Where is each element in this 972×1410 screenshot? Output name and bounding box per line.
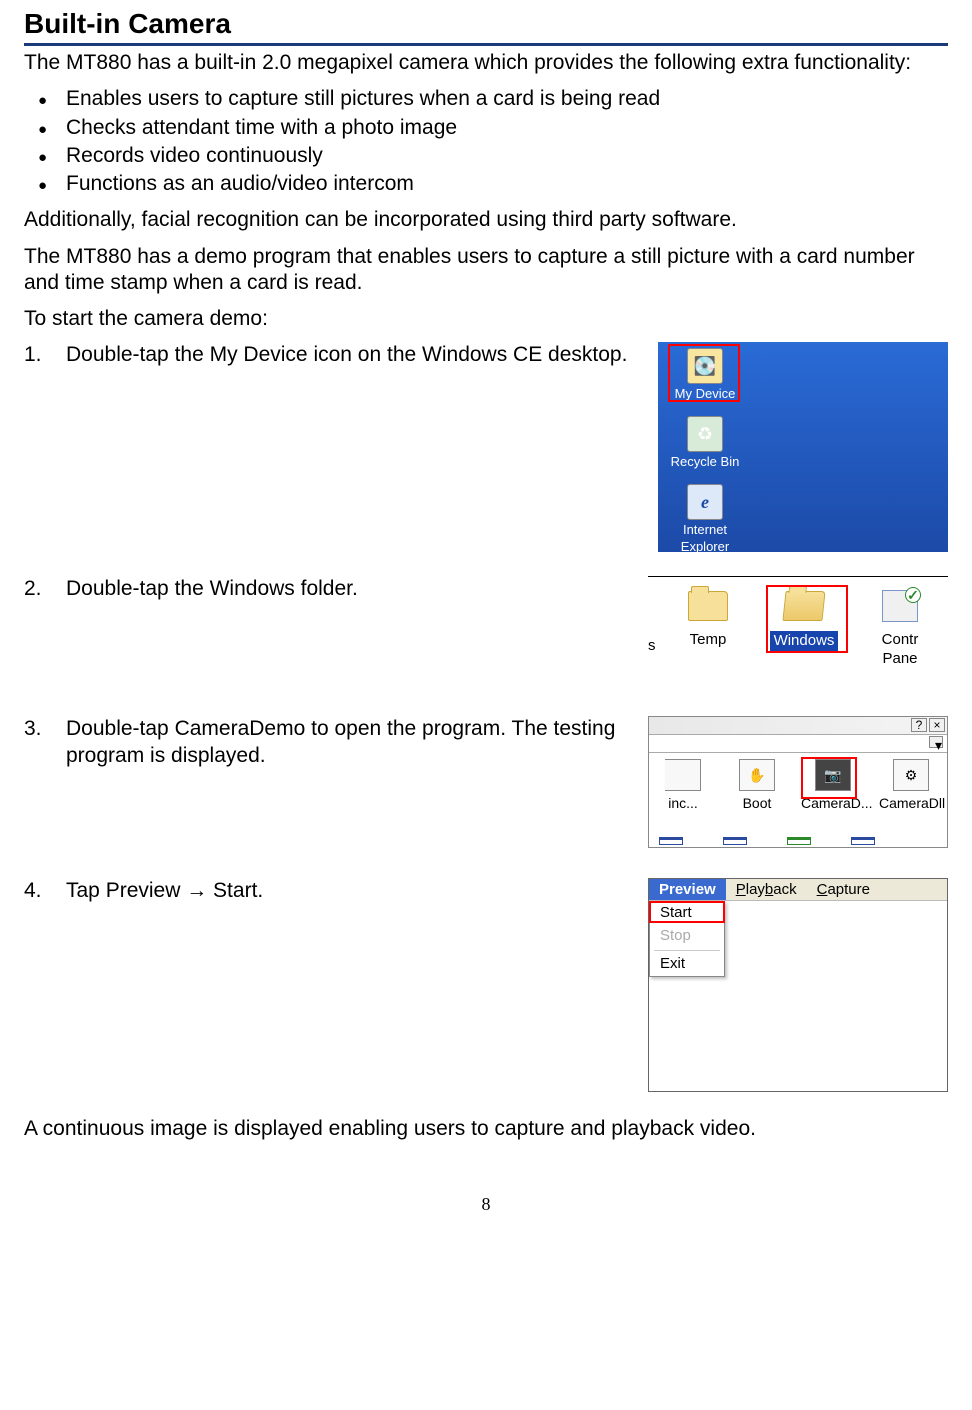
feature-item: Checks attendant time with a photo image [66,115,948,141]
folder-icon[interactable] [688,591,728,621]
intro-paragraph: The MT880 has a built-in 2.0 megapixel c… [24,50,948,76]
menu-exit[interactable]: Exit [650,953,724,976]
control-panel-label: Contr Pane [882,631,919,667]
highlight-box [766,585,848,653]
demo-paragraph: The MT880 has a demo program that enable… [24,244,948,297]
boot-icon[interactable]: ✋ [739,759,775,791]
inc-label: inc... [653,795,713,813]
step-text: Tap Preview → Start. [66,878,636,904]
feature-item: Enables users to capture still pictures … [66,86,948,112]
facial-paragraph: Additionally, facial recognition can be … [24,207,948,233]
feature-list: Enables users to capture still pictures … [24,86,948,197]
menu-separator [654,950,720,951]
highlight-box [668,344,740,402]
step-text: Double-tap the Windows folder. [66,576,636,602]
step-number: 3. [24,716,66,769]
highlight-box [801,757,857,799]
feature-item: Functions as an audio/video intercom [66,171,948,197]
highlight-box [649,901,725,923]
help-button[interactable]: ? [911,718,927,732]
steps-heading: To start the camera demo: [24,306,948,332]
page-title: Built-in Camera [24,6,948,46]
temp-folder-label: Temp [690,631,727,648]
page-number: 8 [24,1193,948,1216]
dll-icon[interactable]: ⚙ [893,759,929,791]
menu-stop: Stop [650,925,724,948]
boot-label: Boot [727,795,787,813]
control-panel-icon[interactable] [882,590,918,622]
ie-label: Internet Explorer [670,522,740,552]
partial-icons-row [649,837,947,847]
dropdown-arrow-icon[interactable]: ▾ [929,736,943,748]
close-button[interactable]: × [929,718,945,732]
feature-item: Records video continuously [66,143,948,169]
file-icon[interactable] [665,759,701,791]
cameradll-label: CameraDll [879,795,943,813]
recycle-bin-icon[interactable]: ♻ [687,416,723,452]
screenshot-windows-folder: ?× ▾ inc... ✋ Boot 📷 CameraD... ⚙ Camera… [648,716,948,848]
step-number: 4. [24,878,66,904]
screenshot-desktop: 💽 My Device ♻ Recycle Bin e Internet Exp… [658,342,948,552]
ie-icon[interactable]: e [687,484,723,520]
step-number: 1. [24,342,66,368]
step-text: Double-tap CameraDemo to open the progra… [66,716,636,769]
screenshot-camerademo-app: Preview Playback Capture Start Stop Exit [648,878,948,1092]
closing-paragraph: A continuous image is displayed enabling… [24,1116,948,1142]
screenshot-explorer: s Temp Windows Contr Pane [648,576,948,682]
menu-capture[interactable]: Capture [807,879,880,900]
partial-label: s [648,587,660,656]
menu-preview[interactable]: Preview [649,879,726,900]
step-number: 2. [24,576,66,602]
step-text: Double-tap the My Device icon on the Win… [66,342,646,368]
recycle-bin-label: Recycle Bin [670,454,740,470]
menu-playback[interactable]: Playback [726,879,807,900]
